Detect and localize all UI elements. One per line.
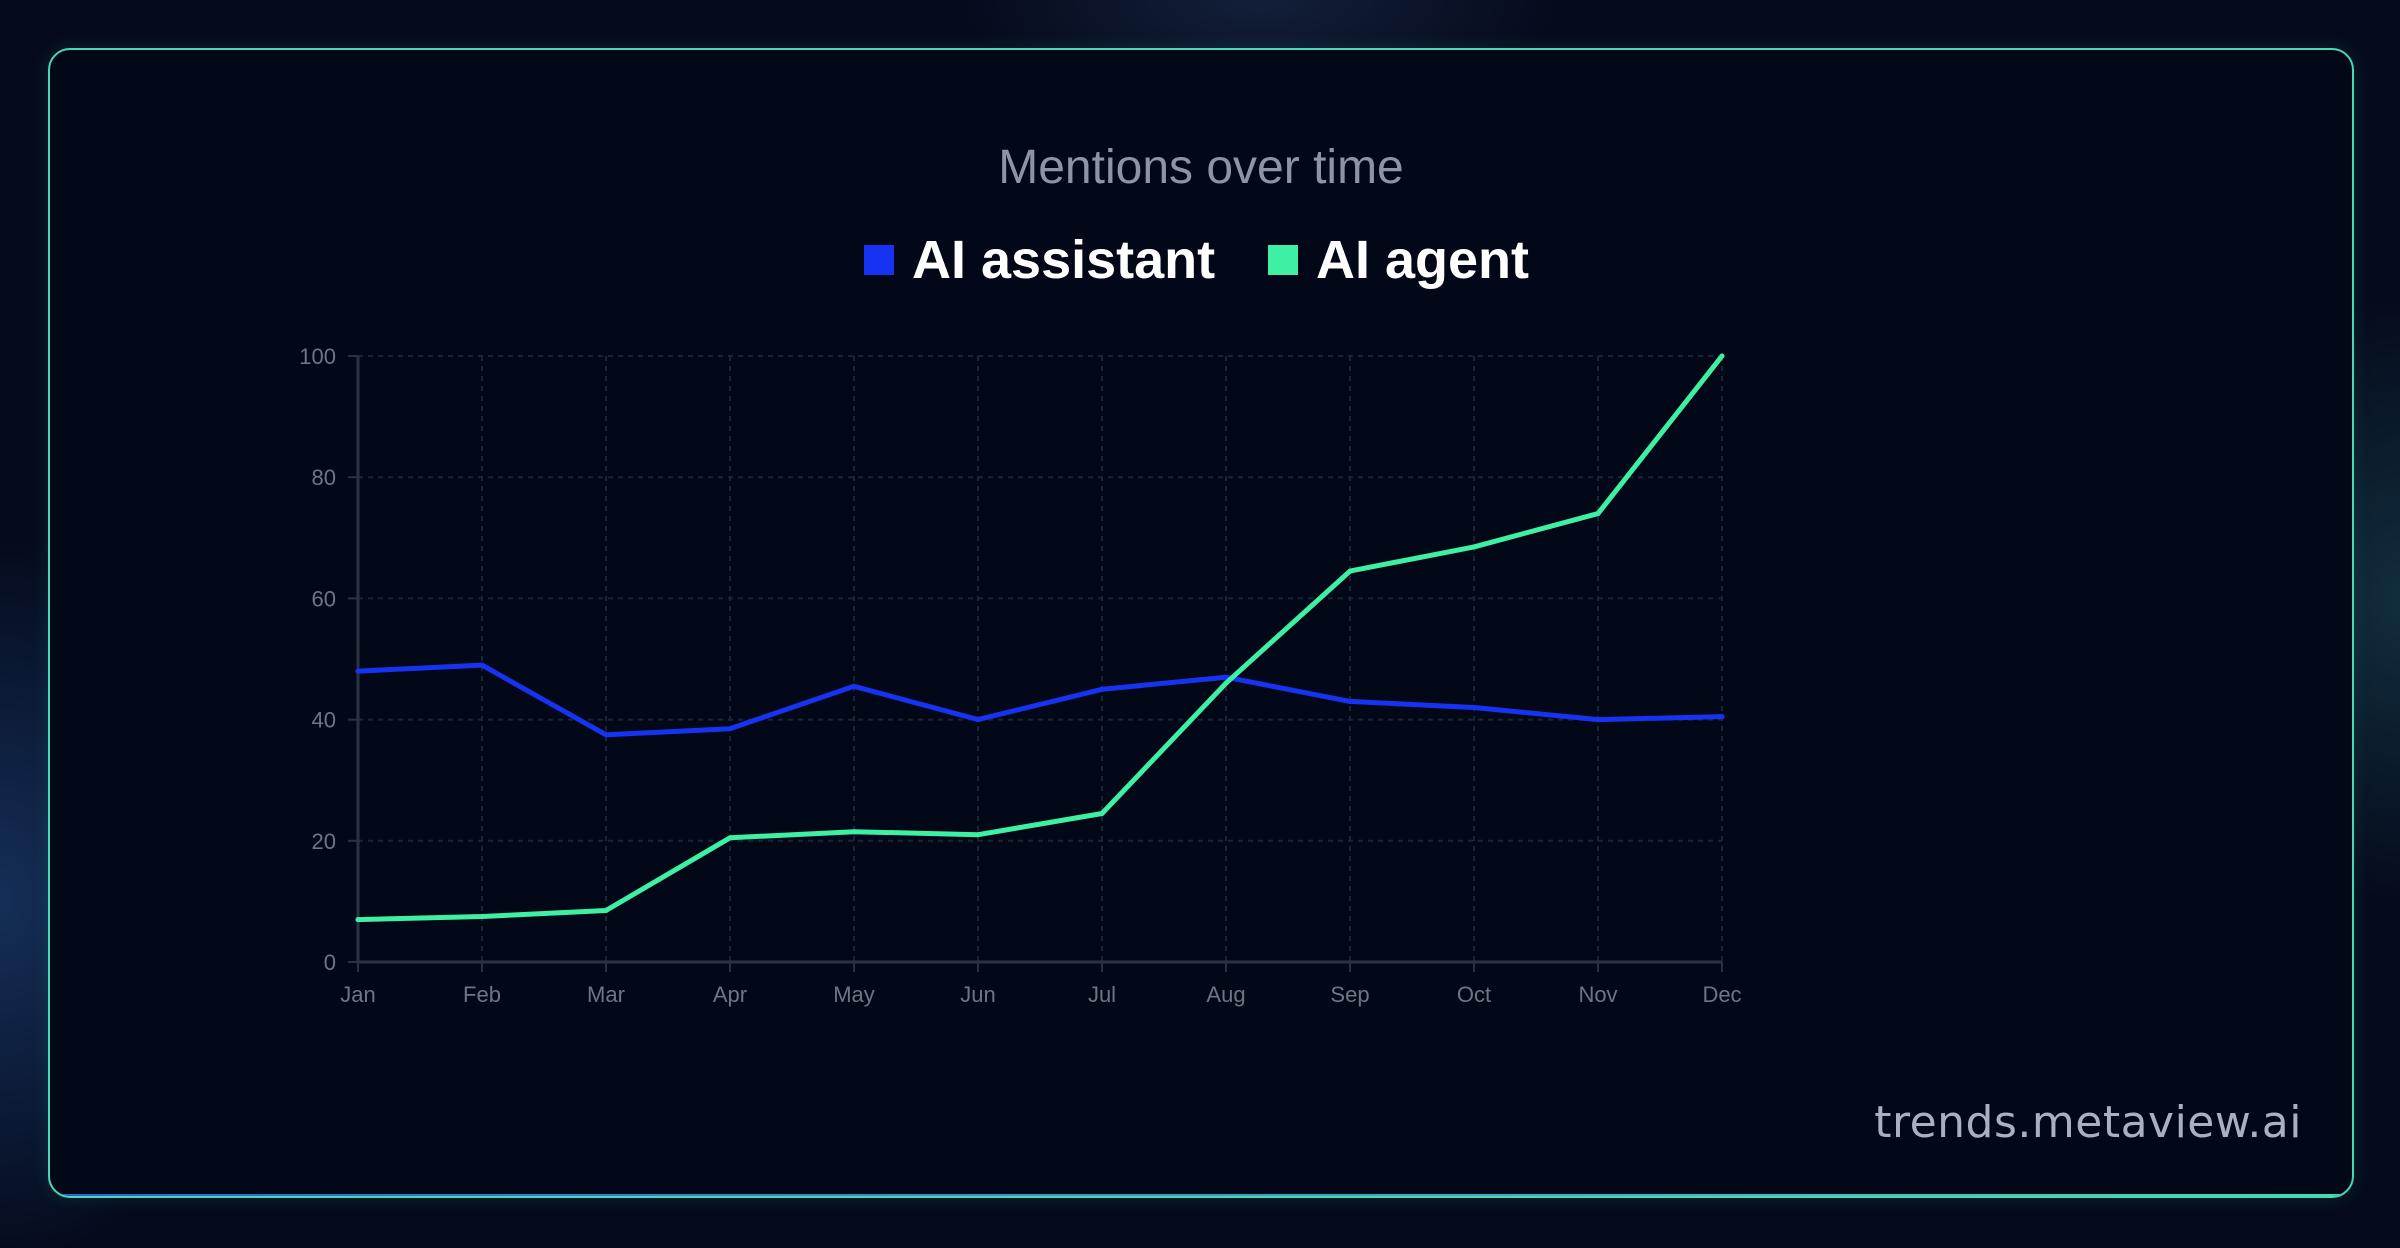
y-tick-label-3: 60 [312,586,336,611]
chart-title: Mentions over time [998,141,1404,194]
y-tick-label-2: 40 [312,708,336,733]
series-1-point-2 [603,907,609,913]
series-0-point-4 [851,683,857,689]
source-watermark: trends.metaview.ai [1874,1097,2302,1148]
line-chart: Mentions over time AI assistant AI agent … [299,141,1741,1007]
x-tick-label-8: Sep [1330,982,1369,1007]
x-tick-label-7: Aug [1206,982,1245,1007]
x-tick-label-4: May [833,982,875,1007]
series-0-point-9 [1471,704,1477,710]
x-tick-label-10: Nov [1578,982,1617,1007]
legend-swatch-0 [864,245,894,275]
series-0-point-2 [603,732,609,738]
y-tick-label-5: 100 [299,344,336,369]
legend-label-0: AI assistant [912,230,1215,290]
series-1-point-1 [479,914,485,920]
y-tick-label-4: 80 [312,465,336,490]
series-1-point-5 [975,832,981,838]
x-tick-label-9: Oct [1457,982,1491,1007]
series-0-point-0 [355,668,361,674]
legend-label-1: AI agent [1316,230,1529,290]
x-tick-label-6: Jul [1088,982,1116,1007]
series-1-point-10 [1595,511,1601,517]
series-0-point-7 [1223,674,1229,680]
legend-swatch-1 [1268,245,1298,275]
chart-legend: AI assistant AI agent [864,230,1529,290]
x-tick-label-5: Jun [960,982,995,1007]
x-axis-tick-labels: Jan Feb Mar Apr May Jun Jul Aug Sep Oct Nov Dec [340,982,1741,1007]
y-tick-label-1: 20 [312,829,336,854]
y-axis-tick-labels: 0 20 40 60 80 100 [299,344,336,975]
series-1-point-8 [1347,568,1353,574]
series-1-point-3 [727,835,733,841]
chart-grid [358,355,1723,962]
series-0-point-11 [1719,714,1725,720]
x-tick-label-1: Feb [463,982,501,1007]
series-0-point-5 [975,717,981,723]
x-tick-label-2: Mar [587,982,625,1007]
x-tick-label-3: Apr [713,982,747,1007]
series-1-point-0 [355,917,361,923]
series-1-point-4 [851,829,857,835]
series-0-point-3 [727,726,733,732]
series-0-point-1 [479,662,485,668]
series-0-point-10 [1595,717,1601,723]
chart-card: Mentions over time AI assistant AI agent … [48,48,2354,1198]
chart-series [355,353,1725,923]
series-0-point-8 [1347,698,1353,704]
series-1-point-11 [1719,353,1725,359]
series-1-point-9 [1471,544,1477,550]
y-tick-label-0: 0 [324,950,336,975]
series-1-point-6 [1099,811,1105,817]
series-1-point-7 [1223,680,1229,686]
x-tick-label-11: Dec [1702,982,1741,1007]
x-tick-label-0: Jan [340,982,375,1007]
series-line-0 [355,662,1725,738]
chart-axes [348,355,1723,972]
series-0-point-6 [1099,686,1105,692]
series-line-1 [355,353,1725,923]
